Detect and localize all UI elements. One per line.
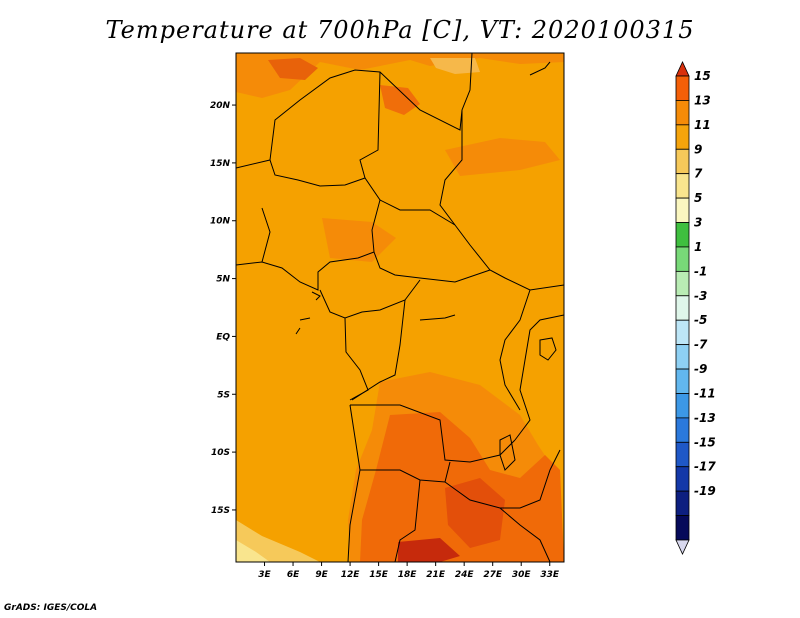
colorbar-box [675, 246, 690, 272]
colorbar-box [675, 222, 690, 248]
colorbar-box [675, 466, 690, 492]
chart-title: Temperature at 700hPa [C], VT: 202010031… [105, 16, 695, 44]
colorbar-label: -5 [694, 313, 707, 327]
x-tick-label: 24E [455, 570, 475, 580]
colorbar-box [675, 515, 690, 541]
y-tick-label: 20N [210, 101, 231, 111]
x-tick-label: 18E [398, 570, 418, 580]
colorbar-label: -17 [694, 460, 716, 474]
colorbar-box [675, 319, 690, 346]
colorbar-box [675, 270, 690, 297]
colorbar-box [675, 148, 690, 175]
x-tick-label: 30E [512, 570, 532, 580]
colorbar-box [675, 197, 690, 223]
colorbar-label: 5 [694, 191, 702, 205]
grads-credit: GrADS: IGES/COLA [4, 603, 98, 613]
temperature-field [236, 53, 564, 562]
colorbar-box [675, 124, 690, 150]
x-tick-label: 3E [258, 570, 271, 580]
colorbar-bottom-triangle [675, 539, 690, 555]
colorbar-label: -19 [694, 484, 716, 498]
colorbar-label: -3 [694, 289, 707, 303]
colorbar-label: 9 [694, 142, 702, 156]
colorbar-label: -9 [694, 362, 707, 376]
colorbar-box [675, 393, 690, 419]
colorbar-top-triangle [675, 61, 690, 77]
colorbar-box [675, 173, 690, 199]
colorbar-box [675, 490, 690, 516]
y-axis-ticks: 20N 15N 10N 5N EQ 5S 10S 15S [210, 101, 236, 516]
colorbar-label: -13 [694, 411, 716, 425]
field-north-cool [430, 58, 480, 74]
x-tick-label: 6E [287, 570, 300, 580]
colorbar-label: 13 [694, 93, 711, 107]
map-frame [235, 52, 565, 563]
colorbar-box [675, 295, 690, 321]
field-north-hot-center [380, 85, 420, 115]
field-sahel-warm [322, 218, 396, 262]
colorbar-label: 15 [694, 69, 711, 83]
y-tick-label: 5N [216, 275, 230, 285]
colorbar-box [675, 75, 690, 101]
colorbar-label: 3 [694, 216, 702, 230]
colorbar-box [675, 441, 690, 468]
colorbar-box [675, 100, 690, 126]
colorbar-box [675, 368, 690, 394]
country-borders [236, 53, 564, 562]
colorbar-box [675, 417, 690, 443]
y-tick-label: 5S [217, 390, 230, 400]
field-sw-coolest [236, 540, 270, 562]
colorbar-label: -1 [694, 264, 707, 278]
x-tick-label: 27E [483, 570, 503, 580]
x-tick-label: 33E [540, 570, 560, 580]
x-axis-ticks: 3E 6E 9E 12E 15E 18E 21E 24E 27E 30E 33E [258, 562, 560, 580]
x-tick-label: 12E [341, 570, 361, 580]
field-south-hotter [445, 478, 505, 548]
colorbar-label: 11 [694, 118, 711, 132]
x-tick-label: 15E [369, 570, 389, 580]
colorbar: 15 13 11 9 7 5 3 1 -1 -3 -5 -7 -9 -11 -13 -15 -17 -19 [675, 61, 716, 555]
x-tick-label: 9E [315, 570, 328, 580]
y-tick-label: 15S [211, 506, 230, 516]
y-tick-label: 15N [210, 159, 231, 169]
colorbar-label: -11 [694, 386, 716, 400]
y-tick-label: EQ [216, 332, 230, 342]
field-sw-cool [236, 520, 320, 562]
colorbar-label: -7 [694, 338, 708, 352]
colorbar-label: 7 [694, 167, 703, 181]
colorbar-label: 1 [694, 240, 702, 254]
field-south-hottest [398, 538, 460, 562]
colorbar-box [675, 344, 690, 370]
field-north-hot-west [268, 58, 318, 80]
field-east-warm [445, 138, 560, 176]
colorbar-label: -15 [694, 435, 716, 449]
y-tick-label: 10S [211, 448, 230, 458]
x-tick-label: 21E [426, 570, 446, 580]
y-tick-label: 10N [210, 217, 231, 227]
